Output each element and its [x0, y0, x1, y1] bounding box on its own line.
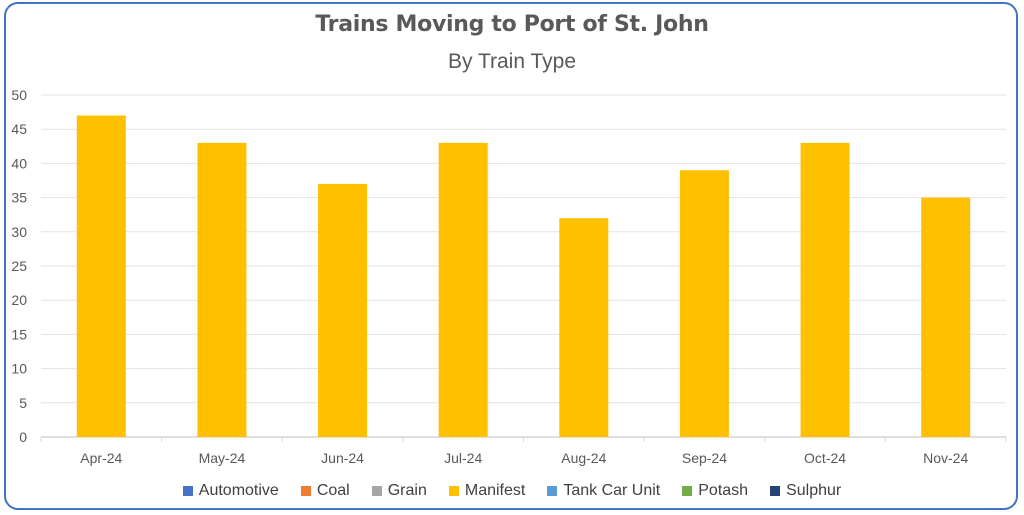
legend-swatch: [448, 486, 459, 496]
legend-label: Tank Car Unit: [563, 482, 661, 499]
bar-manifest-sep-24: [679, 170, 729, 438]
x-tick-label: Apr-24: [80, 450, 122, 466]
y-tick-label: 15: [11, 326, 27, 342]
y-tick-label: 30: [11, 224, 27, 240]
legend-swatch: [371, 486, 382, 496]
bar-manifest-apr-24: [76, 115, 126, 438]
y-tick-label: 0: [19, 429, 27, 445]
legend-item-grain: Grain: [371, 482, 427, 500]
y-tick-label: 40: [11, 155, 27, 171]
legend-swatch: [300, 486, 311, 496]
bar-manifest-nov-24: [921, 197, 971, 437]
legend-swatch: [182, 486, 193, 496]
legend-label: Grain: [387, 482, 427, 499]
legend-item-tank-car-unit: Tank Car Unit: [547, 482, 660, 500]
y-tick-label: 45: [11, 121, 27, 137]
legend-swatch: [547, 486, 558, 496]
bar-manifest-jun-24: [318, 183, 368, 437]
legend-item-automotive: Automotive: [182, 482, 279, 500]
x-tick-label: May-24: [199, 450, 246, 466]
legend-label: Manifest: [464, 482, 526, 499]
bar-manifest-may-24: [197, 142, 247, 437]
legend-item-potash: Potash: [682, 482, 748, 500]
legend-label: Coal: [316, 482, 350, 499]
bar-manifest-oct-24: [800, 142, 850, 437]
y-tick-label: 50: [11, 87, 27, 103]
bar-manifest-aug-24: [559, 218, 609, 437]
legend-item-sulphur: Sulphur: [770, 482, 841, 500]
x-tick-label: Jul-24: [444, 450, 482, 466]
x-tick-label: Oct-24: [804, 450, 846, 466]
y-tick-label: 10: [11, 361, 27, 377]
legend-item-coal: Coal: [300, 482, 350, 500]
chart-subtitle: By Train Type: [447, 50, 576, 73]
legend-label: Automotive: [198, 482, 279, 499]
legend-label: Sulphur: [786, 482, 842, 499]
chart-legend: Automotive Coal Grain Manifest Tank Car Unit…: [0, 480, 1024, 502]
y-tick-label: 20: [11, 292, 27, 308]
legend-swatch: [770, 486, 781, 496]
x-tick-label: Sep-24: [682, 450, 727, 466]
y-tick-label: 25: [11, 258, 27, 274]
legend-swatch: [682, 486, 693, 496]
chart-title: Trains Moving to Port of St. John: [315, 12, 709, 37]
y-tick-label: 35: [11, 190, 27, 206]
bar-manifest-jul-24: [438, 142, 488, 437]
x-tick-label: Jun-24: [321, 450, 364, 466]
y-tick-label: 5: [19, 395, 27, 411]
legend-label: Potash: [698, 482, 749, 499]
x-tick-label: Aug-24: [561, 450, 606, 466]
x-tick-label: Nov-24: [923, 450, 968, 466]
legend-item-manifest: Manifest: [448, 482, 526, 500]
